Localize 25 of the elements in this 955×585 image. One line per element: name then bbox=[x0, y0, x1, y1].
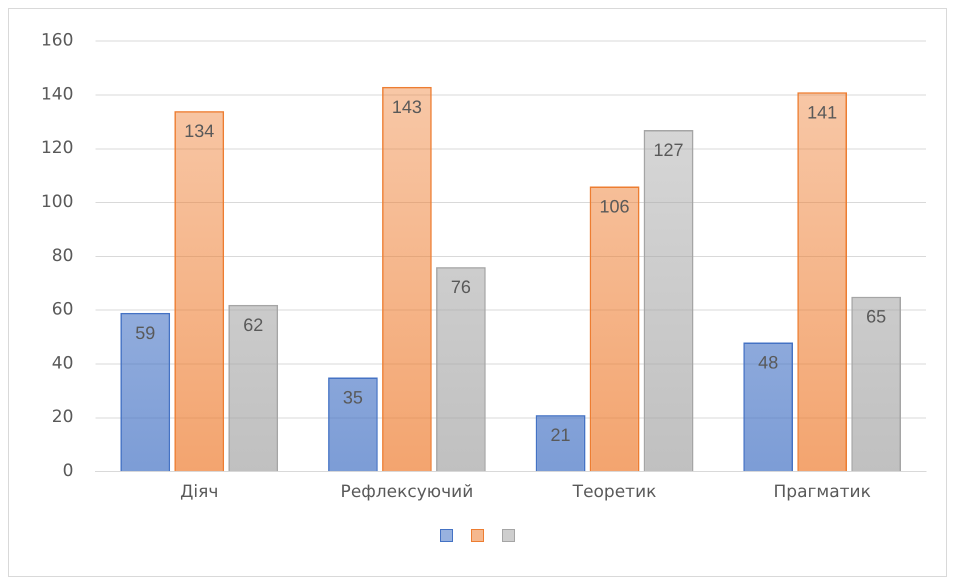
y-tick-label: 80 bbox=[52, 246, 74, 266]
y-tick-label: 100 bbox=[40, 192, 74, 212]
data-label: 141 bbox=[807, 102, 838, 122]
x-tick-label: Рефлексуючий bbox=[340, 482, 474, 502]
data-label: 48 bbox=[758, 352, 778, 372]
data-label: 134 bbox=[184, 121, 214, 142]
y-tick-label: 20 bbox=[52, 407, 74, 428]
data-label: 21 bbox=[550, 425, 571, 446]
data-label: 143 bbox=[392, 96, 422, 117]
y-tick-label: 160 bbox=[40, 30, 74, 51]
y-tick-label: 60 bbox=[52, 300, 74, 320]
data-label: 106 bbox=[600, 196, 630, 216]
data-label: 35 bbox=[342, 387, 363, 408]
y-tick-label: 140 bbox=[40, 84, 74, 104]
data-label: 59 bbox=[135, 322, 156, 343]
y-tick-label: 0 bbox=[62, 461, 74, 482]
x-tick-label: Прагматик bbox=[773, 482, 871, 502]
x-tick-label: Теоретик bbox=[572, 482, 656, 502]
x-tick-label: Діяч bbox=[180, 482, 218, 502]
data-label: 65 bbox=[866, 306, 886, 327]
data-label: 76 bbox=[450, 277, 471, 298]
data-label: 127 bbox=[654, 140, 684, 160]
y-tick-label: 40 bbox=[52, 353, 74, 374]
y-tick-label: 120 bbox=[40, 138, 74, 158]
data-label: 62 bbox=[243, 314, 264, 335]
